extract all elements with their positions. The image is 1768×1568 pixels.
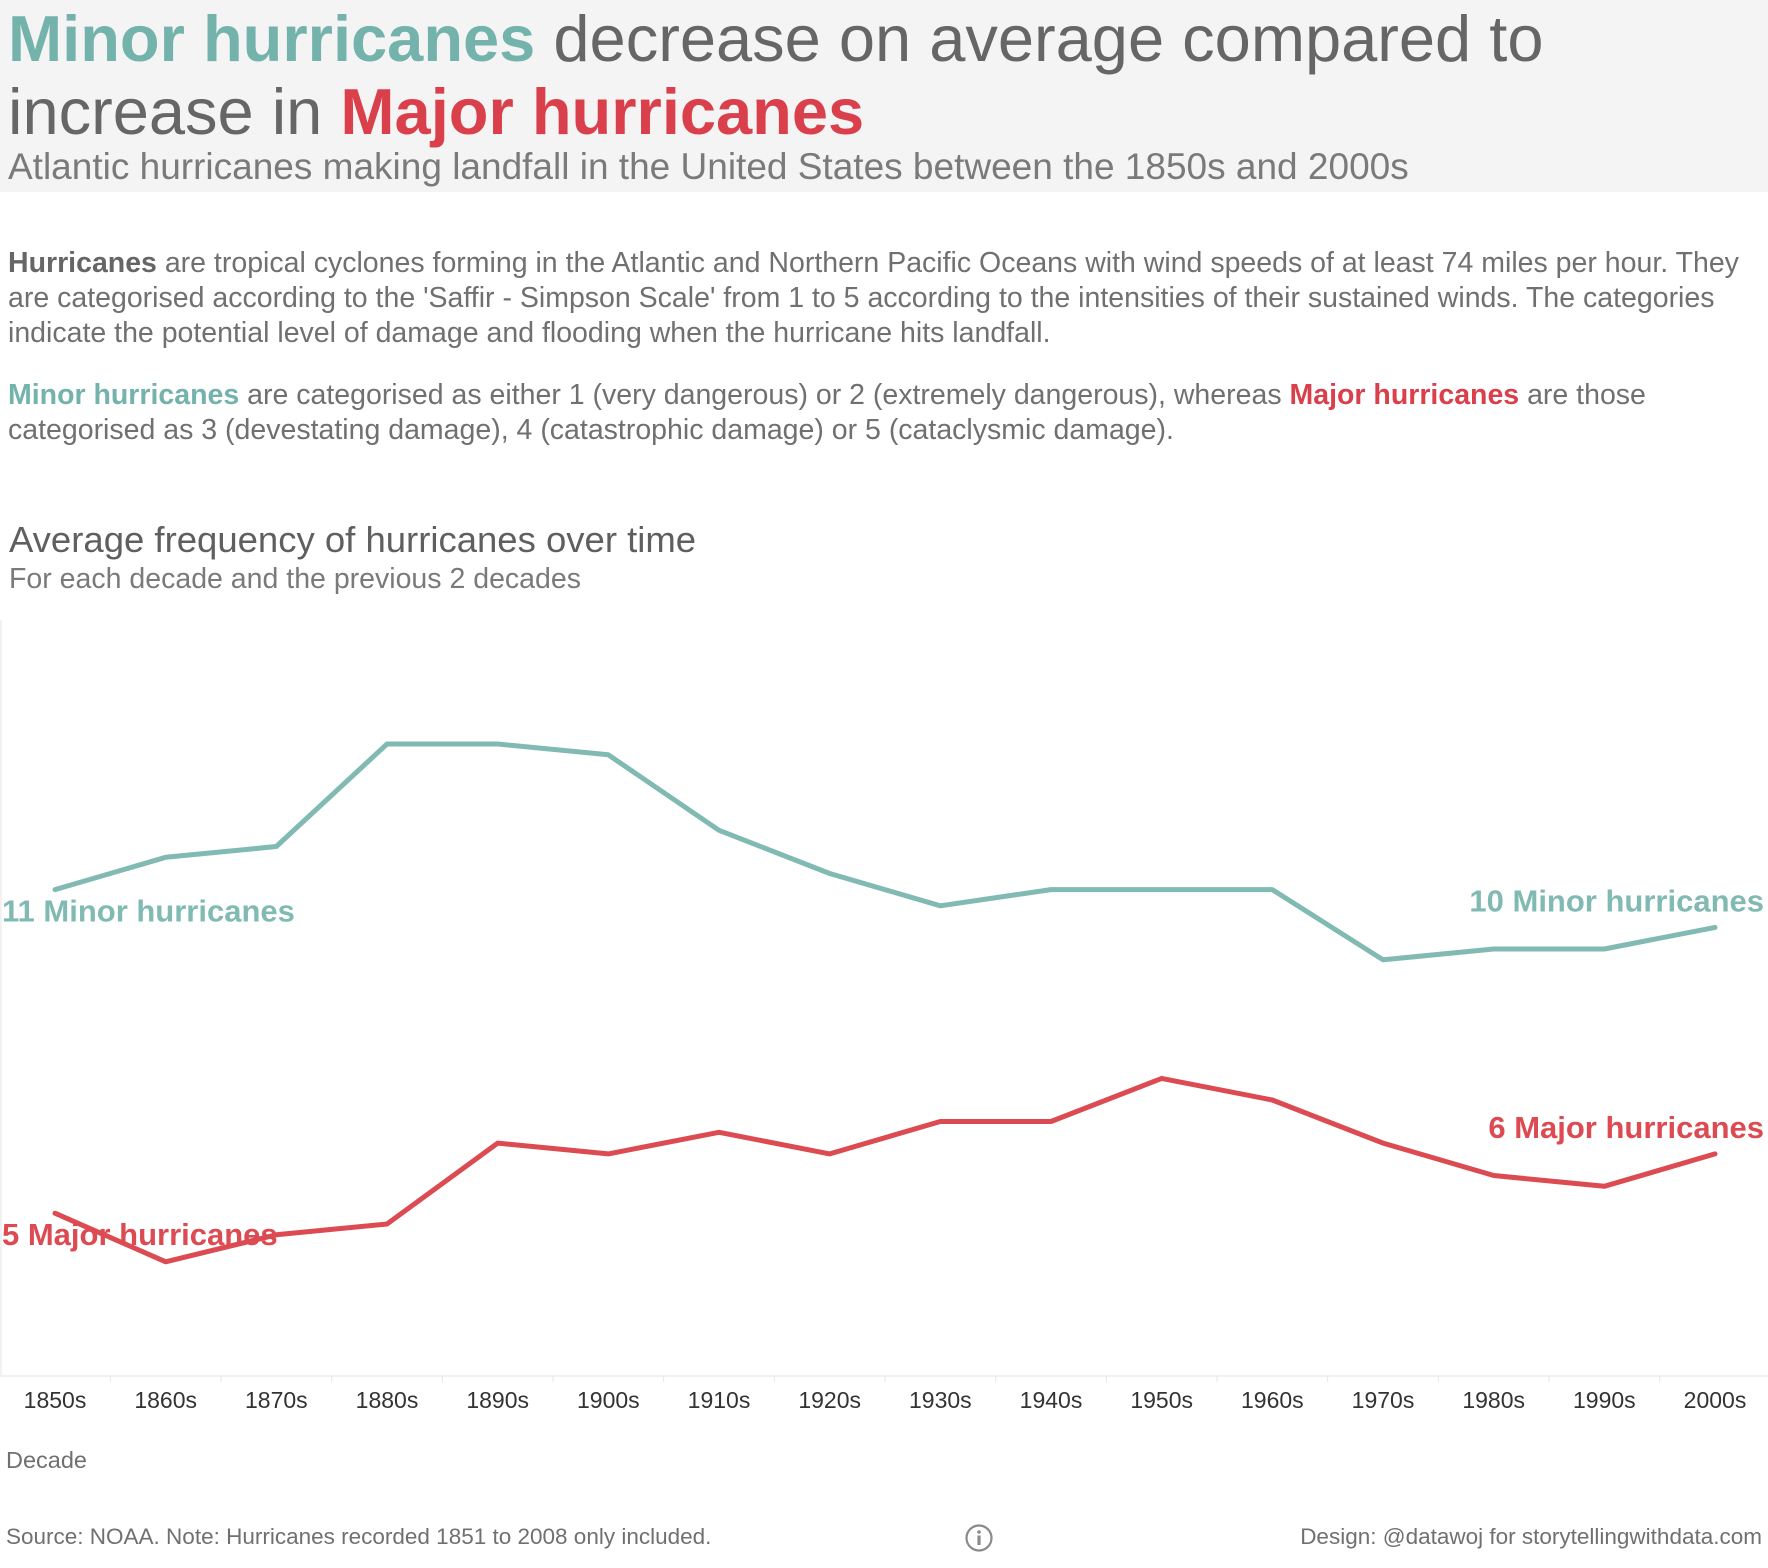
x-tick-label: 1970s [1352, 1387, 1415, 1413]
x-axis-ticks: 1850s 1860s 1870s 1880s 1890s 1900s 1910s 1920s… [0, 1375, 1768, 1413]
header-banner: Minor hurricanes decrease on average com… [0, 0, 1768, 192]
x-axis-title: Decade [6, 1447, 87, 1473]
major-hurricanes-start-label: 5 Major hurricanes [2, 1217, 278, 1252]
page-subtitle: Atlantic hurricanes making landfall in t… [8, 146, 1409, 187]
x-tick-label: 1900s [577, 1387, 640, 1413]
chart-subtitle: For each decade and the previous 2 decad… [9, 563, 581, 595]
title-middle: decrease on average compared to increase… [8, 2, 1544, 148]
x-tick-label: 1920s [798, 1387, 861, 1413]
x-tick-label: 1860s [134, 1387, 197, 1413]
x-tick-label: 1890s [466, 1387, 529, 1413]
hurricanes-term: Hurricanes [8, 247, 157, 279]
minor-hurricanes-line [52, 741, 1718, 963]
intro-text-2a: are categorised as either 1 (very danger… [239, 379, 1290, 411]
minor-term: Minor hurricanes [8, 379, 240, 411]
intro-paragraph-2: Minor hurricanes are categorised as eith… [8, 378, 1758, 448]
info-icon[interactable] [964, 1523, 994, 1553]
x-tick-label: 1910s [688, 1387, 751, 1413]
x-tick-label: 1980s [1462, 1387, 1525, 1413]
page-title: Minor hurricanes decrease on average com… [8, 2, 1748, 148]
title-minor: Minor hurricanes [8, 2, 536, 75]
x-tick-label: 2000s [1684, 1387, 1747, 1413]
minor-hurricanes-start-label: 11 Minor hurricanes [2, 894, 295, 929]
intro-paragraph-1: Hurricanes are tropical cyclones forming… [8, 246, 1758, 351]
x-tick-label: 1870s [245, 1387, 308, 1413]
line-chart: 1850s 1860s 1870s 1880s 1890s 1900s 1910s 1920s… [0, 620, 1768, 1413]
x-tick-label: 1930s [909, 1387, 972, 1413]
chart-title: Average frequency of hurricanes over tim… [9, 519, 697, 560]
source-note: Source: NOAA. Note: Hurricanes recorded … [6, 1524, 712, 1549]
minor-hurricanes-end-label: 10 Minor hurricanes [1469, 883, 1764, 918]
x-tick-label: 1880s [356, 1387, 419, 1413]
x-tick-label: 1990s [1573, 1387, 1636, 1413]
x-tick-label: 1940s [1020, 1387, 1083, 1413]
major-term: Major hurricanes [1289, 379, 1520, 411]
major-hurricanes-end-label: 6 Major hurricanes [1488, 1110, 1764, 1145]
title-major: Major hurricanes [340, 75, 865, 148]
series-end-labels: 11 Minor hurricanes 10 Minor hurricanes 5 … [2, 883, 1764, 1252]
design-credit: Design: @datawoj for storytellingwithdat… [1300, 1524, 1762, 1549]
x-tick-label: 1960s [1241, 1387, 1304, 1413]
intro-text-2b: are those categorised as 3 (devestating … [8, 379, 1646, 446]
x-tick-label: 1950s [1130, 1387, 1193, 1413]
series-lines [52, 741, 1718, 1265]
intro-text-1: are tropical cyclones forming in the Atl… [8, 247, 1739, 349]
major-hurricanes-line [52, 1075, 1718, 1265]
x-tick-label: 1850s [24, 1387, 87, 1413]
